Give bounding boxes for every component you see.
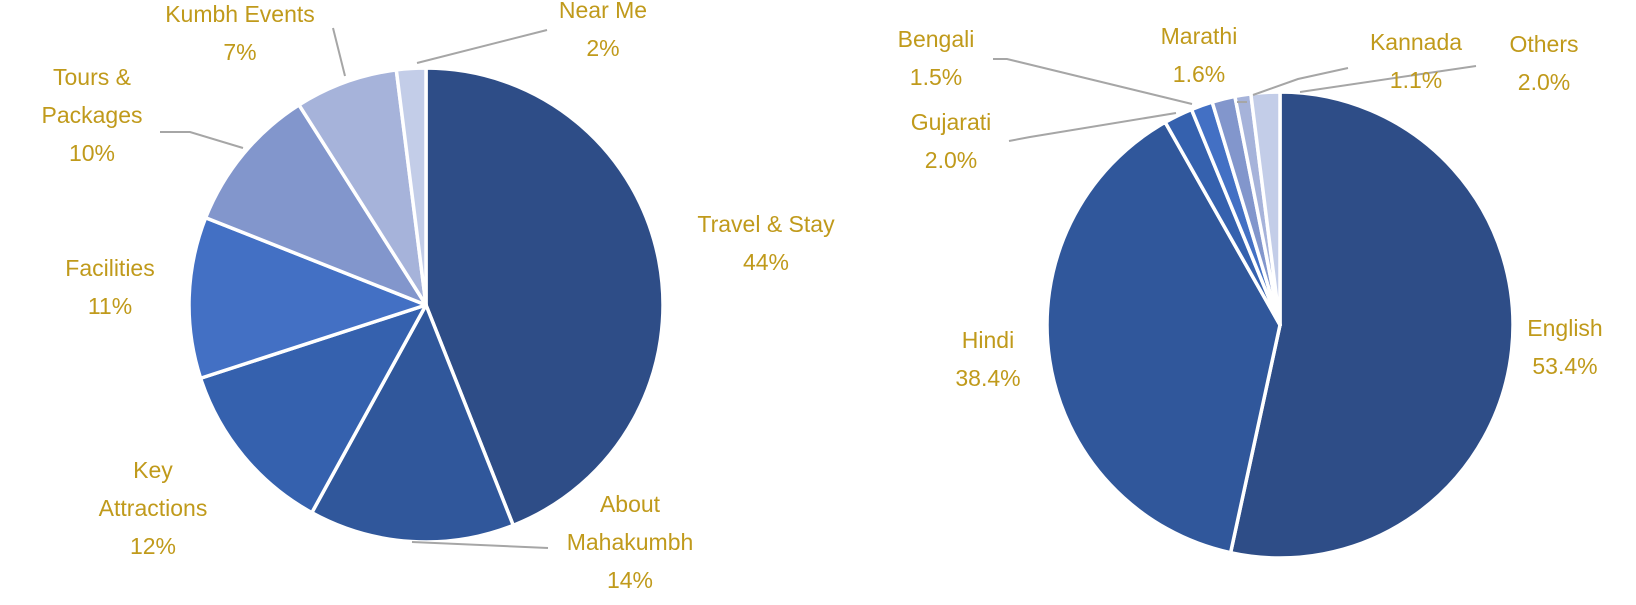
pie-chart-app-sections: Travel & Stay 44% About Mahakumbh 14% Key Attr… — [41, 0, 835, 593]
data-label-bengali: Bengali 1.5% — [898, 26, 975, 90]
data-label-value: 44% — [743, 249, 789, 275]
data-label-kannada: Kannada 1.1% — [1370, 29, 1462, 93]
data-label-category: Hindi — [962, 327, 1014, 353]
data-label-facilities: Facilities 11% — [65, 255, 154, 319]
leader-line-tours-and-packages — [160, 131, 244, 149]
data-label-value: 38.4% — [955, 365, 1020, 391]
slice-key-attractions — [198, 303, 428, 515]
data-label-travel-and-stay: Travel & Stay 44% — [697, 211, 835, 275]
data-label-value: 14% — [607, 567, 653, 593]
slice-english — [1228, 90, 1515, 560]
data-label-kumbh-events: Kumbh Events 7% — [165, 1, 315, 65]
data-label-value: 7% — [223, 39, 256, 65]
leader-line-gujarati — [1008, 112, 1177, 142]
leader-line-near-me — [416, 29, 548, 64]
slice-about-mahakumbh — [310, 303, 515, 544]
data-label-category: English — [1527, 315, 1602, 341]
slice-tours-and-packages — [203, 103, 428, 307]
slice-travel-and-stay — [424, 66, 665, 528]
data-label-value: 2% — [586, 35, 619, 61]
data-label-category: Gujarati — [911, 109, 992, 135]
data-label-category: Kumbh Events — [165, 1, 315, 27]
data-label-value: 12% — [130, 533, 176, 559]
data-label-value: 1.1% — [1390, 67, 1442, 93]
data-label-near-me: Near Me 2% — [559, 0, 647, 61]
data-label-hindi: Hindi 38.4% — [955, 327, 1020, 391]
slice-facilities — [187, 216, 428, 380]
data-label-category: Tours & — [53, 64, 131, 90]
pie-chart-languages: English 53.4% Hindi 38.4% Gujarati 2.0% Bengal… — [898, 23, 1603, 560]
data-label-gujarati: Gujarati 2.0% — [911, 109, 992, 173]
data-label-category: Marathi — [1161, 23, 1238, 49]
data-label-value: 2.0% — [925, 147, 977, 173]
data-label-category: Kannada — [1370, 29, 1462, 55]
data-label-english: English 53.4% — [1527, 315, 1602, 379]
data-label-category: Others — [1509, 31, 1578, 57]
data-label-category: Mahakumbh — [567, 529, 694, 555]
data-label-value: 53.4% — [1532, 353, 1597, 379]
data-label-tours-and-packages: Tours & Packages 10% — [41, 64, 142, 166]
slice-others — [1249, 90, 1282, 327]
slice-near-me — [394, 66, 428, 307]
data-label-category: Facilities — [65, 255, 154, 281]
leader-line-kannada — [1252, 67, 1349, 96]
slice-hindi — [1045, 120, 1282, 555]
leader-line-kumbh-events — [332, 27, 346, 77]
data-label-category: Bengali — [898, 26, 975, 52]
leader-line-bengali — [993, 58, 1193, 105]
leader-line-others — [1299, 65, 1477, 93]
slice-kumbh-events — [297, 68, 428, 307]
data-label-category: Key — [133, 457, 173, 483]
data-label-value: 11% — [88, 293, 132, 319]
data-label-category: Near Me — [559, 0, 647, 23]
data-label-value: 2.0% — [1518, 69, 1570, 95]
leader-line-about-mahakumbh — [411, 541, 549, 549]
data-label-others: Others 2.0% — [1509, 31, 1578, 95]
data-label-category: Travel & Stay — [697, 211, 835, 237]
data-label-value: 1.6% — [1173, 61, 1225, 87]
data-label-marathi: Marathi 1.6% — [1161, 23, 1238, 87]
data-label-category: About — [600, 491, 661, 517]
data-label-category: Packages — [41, 102, 142, 128]
data-label-value: 1.5% — [910, 64, 962, 90]
data-label-category: Attractions — [99, 495, 208, 521]
data-label-value: 10% — [69, 140, 115, 166]
data-label-about-mahakumbh: About Mahakumbh 14% — [567, 491, 694, 593]
data-label-key-attractions: Key Attractions 12% — [99, 457, 208, 559]
